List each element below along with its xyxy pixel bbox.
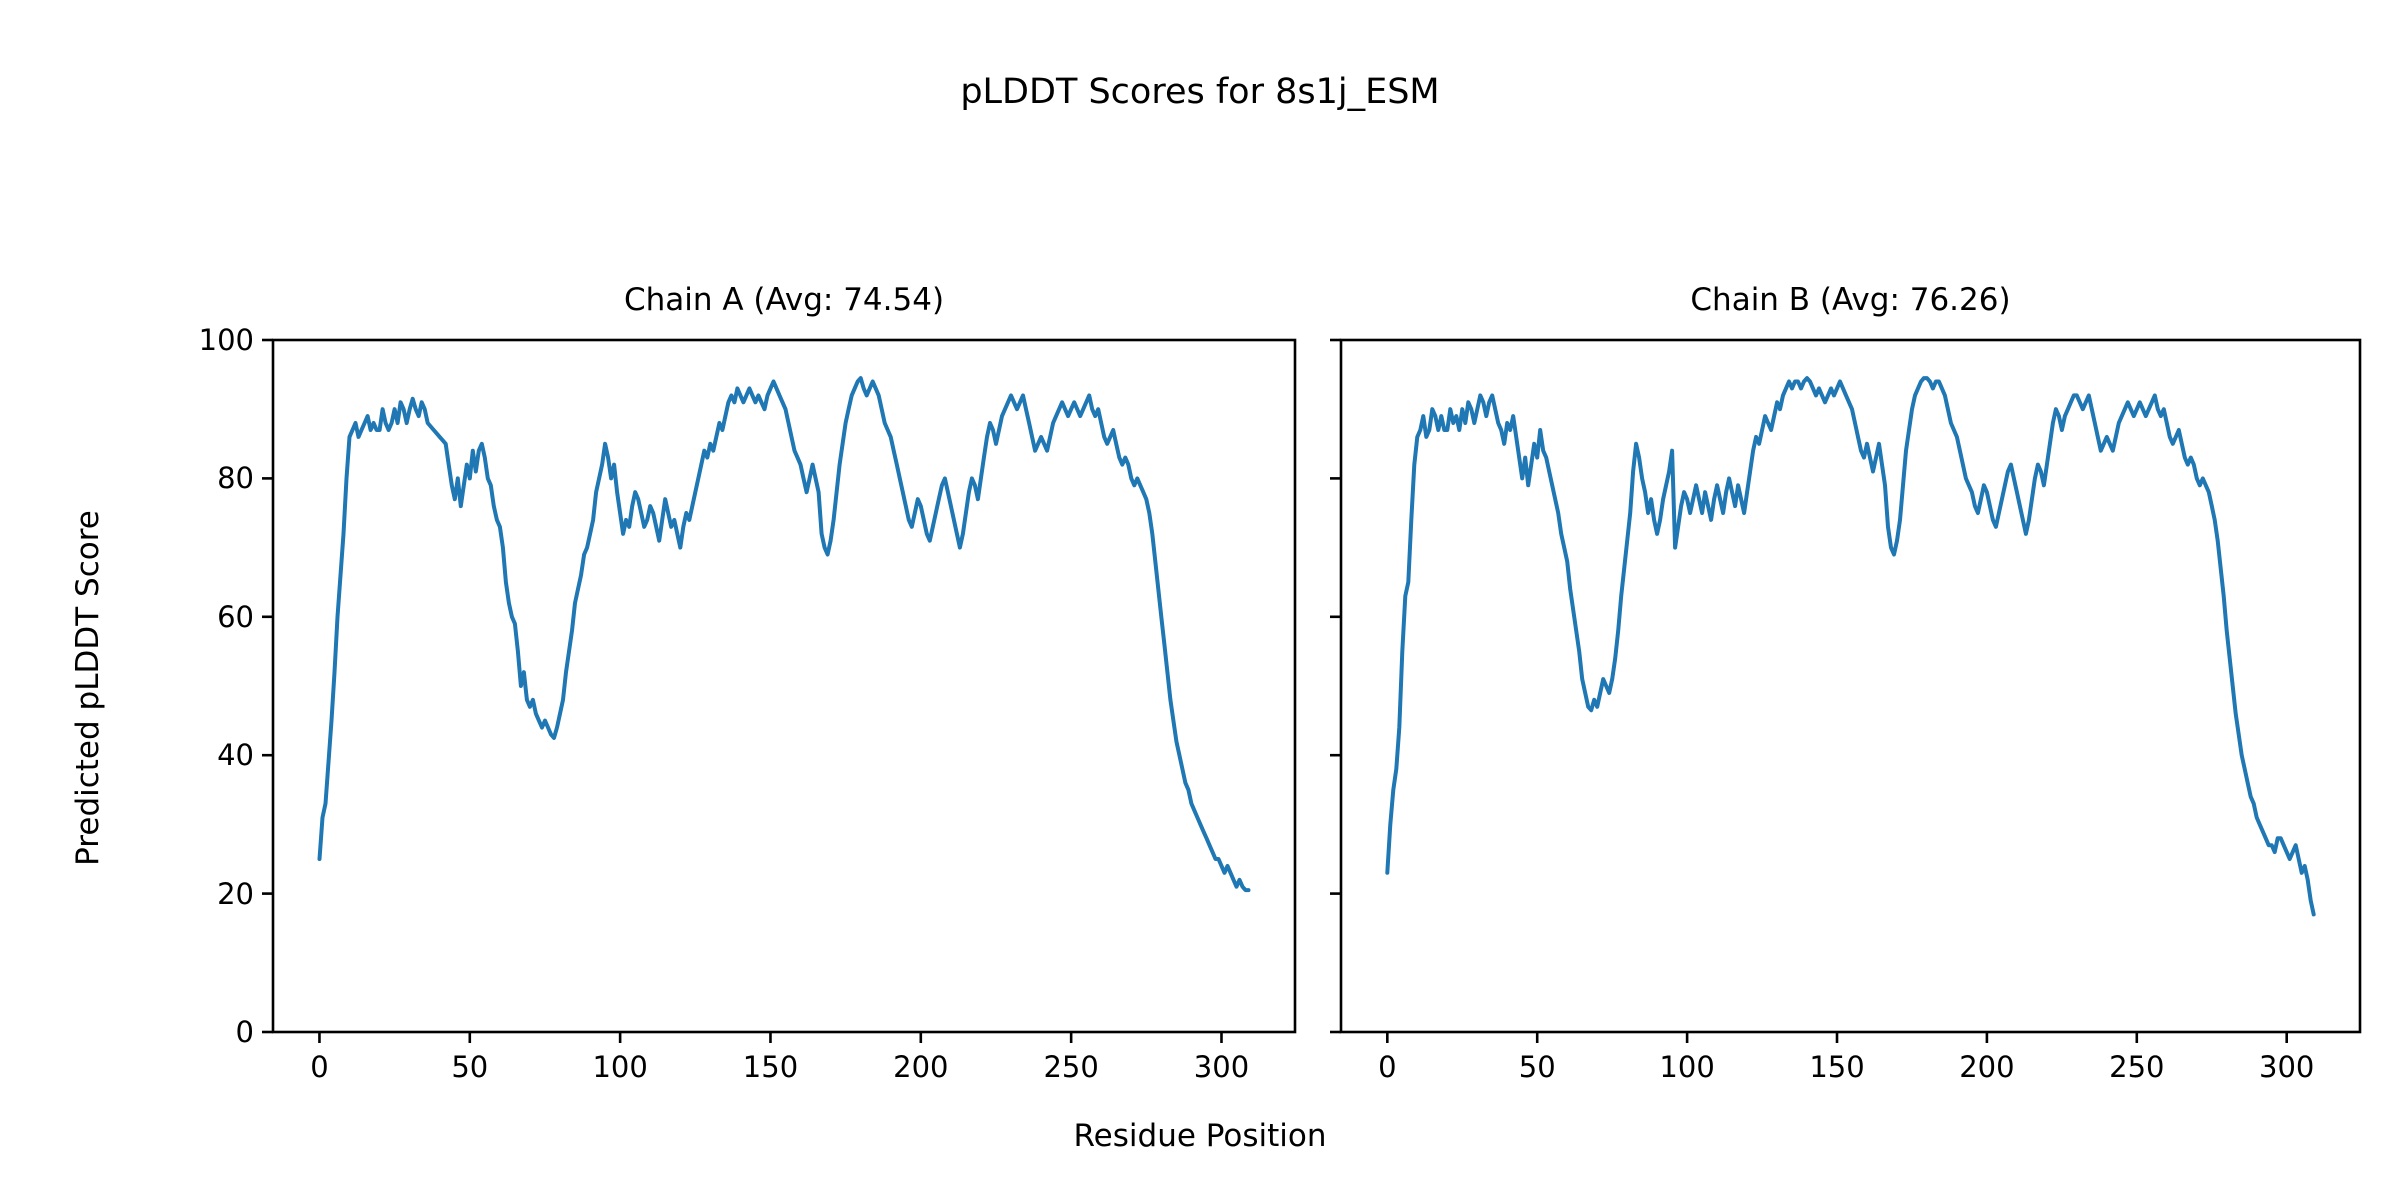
- plddt-line-chain-b: [1385, 376, 2316, 917]
- y-tick-label: 60: [217, 599, 254, 634]
- subplot-a-title: Chain A (Avg: 74.54): [623, 282, 945, 318]
- y-tick-label: 80: [217, 461, 254, 496]
- figure-title: pLDDT Scores for 8s1j_ESM: [960, 72, 1440, 112]
- x-tick-label: 0: [1378, 1050, 1397, 1084]
- subplot-b-title: Chain B (Avg: 76.26): [1690, 282, 2011, 318]
- y-tick-label: 20: [217, 876, 254, 911]
- x-tick-label: 300: [1193, 1050, 1250, 1084]
- x-tick-label: 50: [451, 1050, 489, 1084]
- y-tick-label: 0: [235, 1015, 254, 1049]
- x-tick-label: 300: [2259, 1050, 2315, 1084]
- x-tick-label: 150: [742, 1050, 799, 1084]
- y-axis-label: Predicted pLDDT Score: [70, 510, 106, 866]
- x-tick-label: 200: [1959, 1050, 2015, 1084]
- y-tick-label: 40: [217, 738, 254, 773]
- y-tick-label: 100: [198, 323, 254, 357]
- x-tick-label: 150: [1809, 1050, 1865, 1084]
- x-tick-label: 250: [1043, 1050, 1099, 1084]
- plddt-line-chain-a: [317, 376, 1251, 893]
- x-tick-label: 0: [310, 1050, 329, 1084]
- subplot-b-axes: [1330, 338, 2362, 1043]
- axes-frame: [271, 338, 1297, 1034]
- x-tick-label: 50: [1518, 1050, 1556, 1084]
- axes-frame: [1339, 338, 2362, 1034]
- subplot-a-axes: [262, 338, 1297, 1043]
- x-tick-label: 100: [592, 1050, 648, 1084]
- x-axis-label: Residue Position: [1073, 1118, 1327, 1154]
- x-tick-label: 100: [1659, 1050, 1715, 1084]
- x-tick-label: 200: [893, 1050, 949, 1084]
- x-tick-label: 250: [2109, 1050, 2165, 1084]
